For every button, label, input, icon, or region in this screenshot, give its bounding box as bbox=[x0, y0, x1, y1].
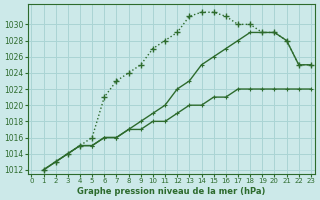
X-axis label: Graphe pression niveau de la mer (hPa): Graphe pression niveau de la mer (hPa) bbox=[77, 187, 265, 196]
